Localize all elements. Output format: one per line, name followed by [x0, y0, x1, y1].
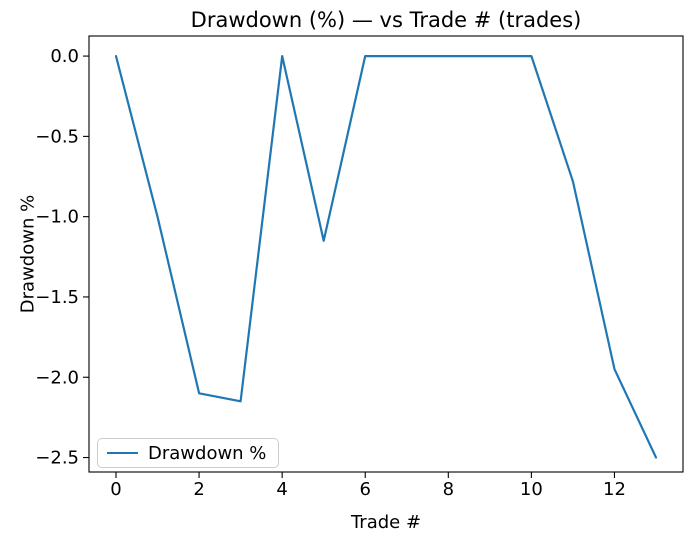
x-tick-label: 10 [520, 479, 543, 500]
y-tick-label: −2.0 [35, 367, 79, 388]
axes-frame [88, 35, 684, 473]
y-tick-label: −1.0 [35, 207, 79, 228]
x-tick-label: 2 [193, 479, 204, 500]
y-axis-label: Drawdown % [17, 194, 39, 314]
chart-title: Drawdown (%) — vs Trade # (trades) [190, 8, 582, 32]
legend-line-sample-icon [107, 452, 138, 454]
x-tick-label: 0 [110, 479, 121, 500]
x-tick-label: 6 [360, 479, 371, 500]
x-tick-label: 8 [443, 479, 454, 500]
y-tick-label: −0.5 [35, 126, 79, 147]
x-tick-label: 12 [603, 479, 626, 500]
x-axis-label: Trade # [350, 512, 422, 533]
x-tick-label: 4 [276, 479, 287, 500]
legend-label: Drawdown % [148, 442, 267, 464]
y-tick-label: 0.0 [50, 46, 79, 67]
y-tick-label: −1.5 [35, 287, 79, 308]
y-tick-label: −2.5 [35, 448, 79, 469]
series-line [114, 54, 658, 459]
legend: Drawdown % [97, 438, 280, 468]
